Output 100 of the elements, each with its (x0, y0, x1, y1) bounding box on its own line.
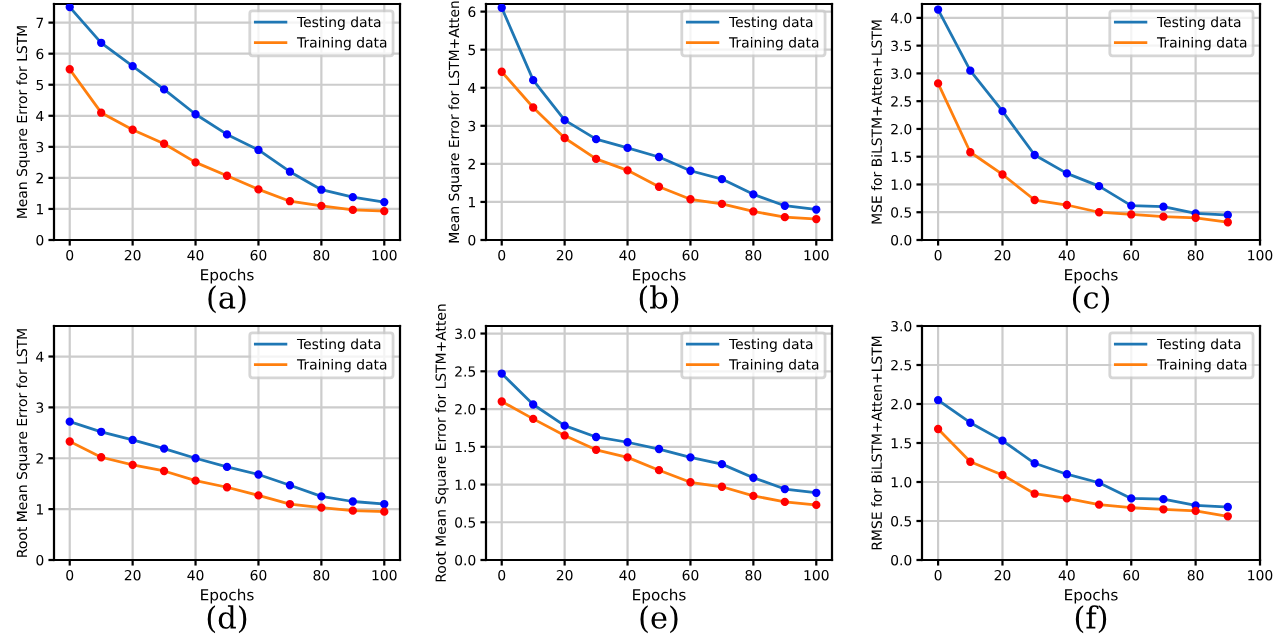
point (686, 195, 695, 204)
point (317, 201, 326, 211)
text: (b) (639, 285, 679, 314)
point (254, 491, 263, 500)
point (222, 130, 232, 139)
point (222, 483, 232, 492)
point (497, 397, 506, 406)
point (623, 453, 632, 462)
point (780, 484, 789, 494)
point (348, 506, 357, 515)
point (285, 197, 295, 206)
point (966, 66, 975, 75)
point (812, 214, 821, 224)
point (1127, 503, 1136, 512)
point (591, 154, 601, 164)
point (1094, 500, 1104, 509)
point (1127, 210, 1136, 219)
point (780, 497, 789, 507)
point (65, 65, 74, 74)
point (812, 488, 821, 497)
point (560, 133, 569, 143)
point (1127, 494, 1136, 503)
point (1062, 470, 1072, 479)
point (1094, 208, 1104, 217)
point (191, 110, 200, 119)
point (497, 67, 506, 76)
point (966, 418, 975, 427)
text: (d) (207, 605, 247, 634)
point (749, 190, 758, 199)
point (380, 507, 389, 516)
point (380, 206, 389, 216)
point (1030, 150, 1039, 160)
point (966, 148, 975, 157)
point (65, 437, 74, 446)
point (1223, 502, 1232, 512)
point (348, 205, 357, 215)
point (285, 167, 295, 176)
text: (a) (208, 285, 246, 314)
point (654, 466, 664, 475)
point (933, 5, 943, 14)
point (222, 462, 232, 472)
point (623, 438, 632, 447)
point (591, 445, 601, 454)
point (749, 207, 758, 216)
point (933, 424, 943, 434)
point (998, 470, 1007, 480)
point (497, 369, 506, 378)
point (998, 170, 1007, 179)
point (1030, 489, 1039, 498)
point (591, 134, 601, 144)
point (591, 432, 601, 442)
point (191, 476, 200, 485)
point (159, 444, 169, 453)
point (717, 459, 727, 469)
point (1191, 506, 1200, 516)
point (717, 174, 727, 184)
point (654, 152, 664, 162)
point (1223, 512, 1232, 521)
point (222, 171, 232, 180)
point (812, 500, 821, 510)
point (1030, 195, 1039, 205)
point (97, 453, 106, 462)
point (1159, 494, 1168, 504)
point (159, 466, 169, 476)
point (560, 421, 569, 430)
point (966, 457, 975, 466)
point (1062, 200, 1072, 210)
point (780, 201, 789, 210)
point (749, 491, 758, 501)
point (97, 38, 106, 47)
point (623, 143, 632, 153)
point (317, 492, 326, 501)
point (97, 427, 106, 436)
point (686, 166, 695, 175)
point (529, 414, 538, 424)
point (497, 4, 506, 12)
point (285, 499, 295, 509)
point (780, 212, 789, 222)
point (717, 482, 727, 491)
point (623, 166, 632, 175)
point (128, 460, 137, 470)
point (933, 79, 943, 88)
text: (c) (1072, 285, 1110, 314)
point (1159, 202, 1168, 211)
point (1094, 478, 1104, 487)
point (159, 85, 169, 94)
point (285, 481, 295, 490)
point (191, 454, 200, 463)
point (529, 75, 538, 85)
point (998, 107, 1007, 116)
point (686, 453, 695, 462)
point (560, 115, 569, 125)
point (812, 205, 821, 214)
point (1062, 169, 1072, 178)
point (65, 417, 74, 426)
point (998, 436, 1007, 445)
point (1062, 494, 1072, 503)
point (254, 185, 263, 194)
point (254, 470, 263, 479)
point (529, 103, 538, 112)
